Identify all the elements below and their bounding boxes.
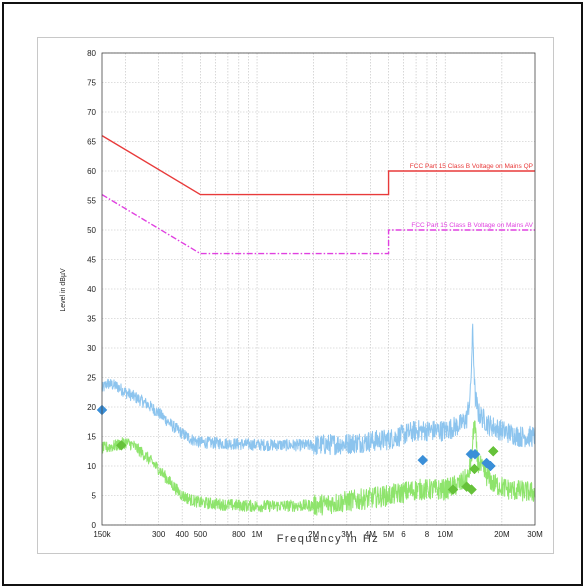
peak-marker: [447, 484, 459, 495]
y-tick-label: 50: [87, 226, 96, 235]
limit-line-0: [101, 134, 535, 196]
limit-line-1: [101, 193, 535, 255]
y-tick-label: 30: [87, 344, 96, 353]
x-tick-label: 30M: [527, 530, 543, 539]
y-tick-label: 80: [87, 49, 96, 58]
y-tick-label: 15: [87, 433, 96, 442]
peak-marker: [469, 448, 481, 460]
y-tick-label: 65: [87, 138, 96, 147]
y-tick-label: 10: [87, 462, 96, 471]
y-tick-label: 20: [87, 403, 96, 412]
x-tick-label: 6: [401, 530, 406, 539]
peak-marker: [485, 460, 496, 472]
y-tick-label: 75: [87, 79, 96, 88]
measurement-trace-2: [101, 323, 536, 456]
limit-labels: FCC Part 15 Class B Voltage on Mains QP F…: [410, 163, 534, 229]
y-axis-label: Level in dBµV: [60, 268, 67, 312]
x-tick-label: 5M: [383, 530, 394, 539]
x-tick-label: 300: [152, 530, 166, 539]
y-tick-label: 60: [87, 167, 96, 176]
x-tick-label: 3M: [341, 530, 352, 539]
y-tick-label: 55: [87, 197, 96, 206]
x-tick-label: 500: [194, 530, 208, 539]
series-layer: [101, 134, 536, 516]
y-tick-label: 25: [87, 374, 96, 383]
limit-line-label: FCC Part 15 Class B Voltage on Mains AV: [411, 222, 533, 229]
x-tick-label: 2M: [308, 530, 319, 539]
x-tick-label: 800: [232, 530, 246, 539]
y-tick-label: 5: [92, 492, 97, 501]
peak-marker: [469, 463, 480, 475]
y-tick-label: 40: [87, 285, 96, 294]
peak-marker: [487, 445, 499, 457]
y-tick-label: 70: [87, 108, 96, 117]
y-tick-label: 0: [92, 521, 97, 530]
plot-frame: [101, 52, 536, 526]
axes: 0 5 10 15 20 25 30 35 40 45 50 55 60 65 70 75 80 150k 300 4…: [87, 49, 543, 539]
x-axis-label: Frequency in Hz: [277, 533, 380, 545]
x-tick-label: 8: [425, 530, 430, 539]
y-tick-label: 35: [87, 315, 96, 324]
x-tick-label: 150k: [93, 530, 111, 539]
peak-marker: [417, 454, 429, 466]
x-tick-label: 4M: [365, 530, 376, 539]
limit-line-label: FCC Part 15 Class B Voltage on Mains QP: [410, 163, 533, 170]
peak-marker: [466, 484, 477, 495]
x-tick-label: 10M: [437, 530, 453, 539]
x-tick-label: 1M: [251, 530, 262, 539]
emission-chart: 0 5 10 15 20 25 30 35 40 45 50 55 60 65 70 75 80 150k 300 4…: [60, 49, 543, 545]
peak-marker: [115, 439, 127, 451]
x-tick-label: 20M: [494, 530, 510, 539]
chart-panel: 0 5 10 15 20 25 30 35 40 45 50 55 60 65 70 75 80 150k 300 4…: [37, 37, 554, 554]
x-tick-label: 400: [175, 530, 189, 539]
y-tick-label: 45: [87, 256, 96, 265]
markers-layer: [96, 404, 499, 495]
measurement-trace-3: [101, 420, 536, 516]
